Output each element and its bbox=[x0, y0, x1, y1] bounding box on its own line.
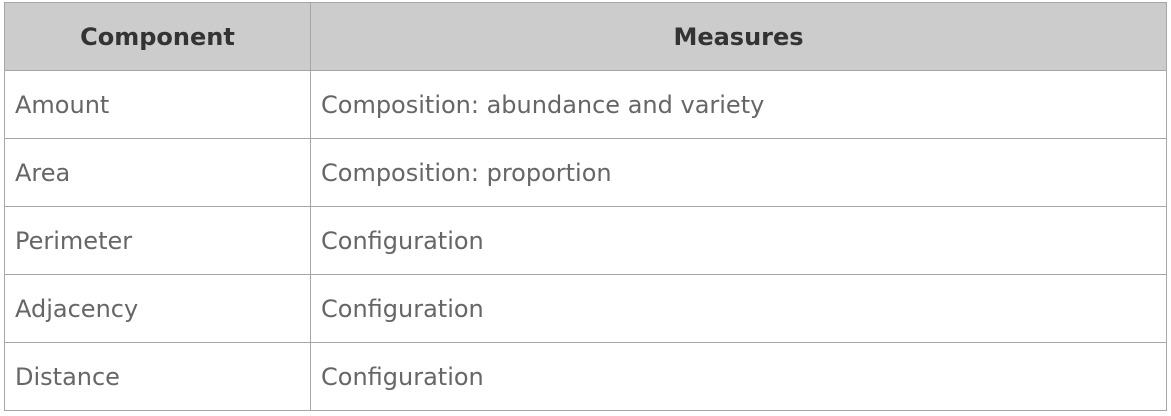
header-measures: Measures bbox=[310, 2, 1167, 71]
table-row: Adjacency Configuration bbox=[4, 274, 1167, 343]
header-row: Component Measures bbox=[4, 2, 1167, 71]
cell-measures: Configuration bbox=[310, 206, 1167, 275]
cell-measures: Configuration bbox=[310, 274, 1167, 343]
component-measures-table-container: Component Measures Amount Composition: a… bbox=[4, 2, 1167, 411]
cell-component: Adjacency bbox=[4, 274, 311, 343]
header-component: Component bbox=[4, 2, 311, 71]
table-header: Component Measures bbox=[4, 2, 1167, 71]
table-row: Distance Configuration bbox=[4, 342, 1167, 411]
table-body: Amount Composition: abundance and variet… bbox=[4, 70, 1167, 411]
cell-component: Perimeter bbox=[4, 206, 311, 275]
cell-measures: Composition: proportion bbox=[310, 138, 1167, 207]
component-measures-table: Component Measures Amount Composition: a… bbox=[4, 2, 1167, 411]
cell-measures: Configuration bbox=[310, 342, 1167, 411]
table-row: Perimeter Configuration bbox=[4, 206, 1167, 275]
table-row: Amount Composition: abundance and variet… bbox=[4, 70, 1167, 139]
cell-component: Distance bbox=[4, 342, 311, 411]
cell-measures: Composition: abundance and variety bbox=[310, 70, 1167, 139]
cell-component: Area bbox=[4, 138, 311, 207]
table-row: Area Composition: proportion bbox=[4, 138, 1167, 207]
cell-component: Amount bbox=[4, 70, 311, 139]
